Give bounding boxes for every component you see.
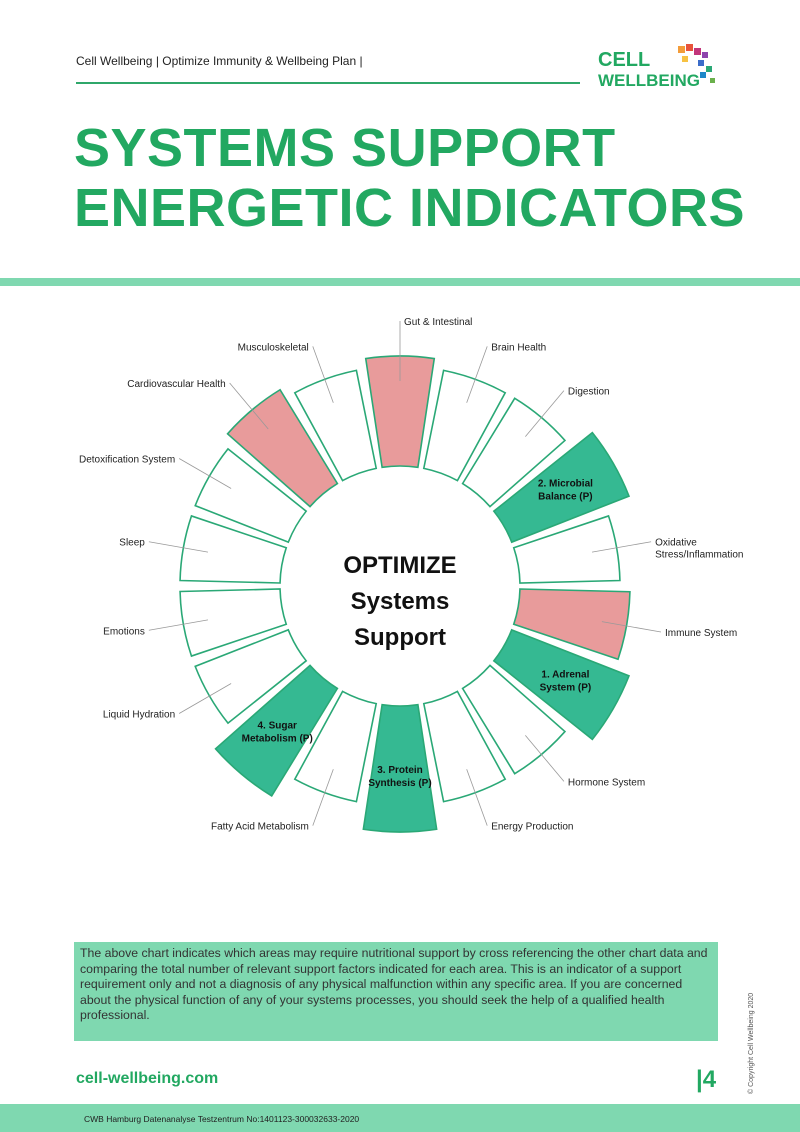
segment-label: Fatty Acid Metabolism (211, 822, 309, 833)
chart-segment (214, 664, 339, 798)
segment-label: Brain Health (491, 342, 546, 353)
segment-label: 1. Adrenal System (P) (540, 670, 592, 694)
segment-label: Sleep (119, 538, 145, 549)
chart-segment (461, 397, 567, 508)
center-line2: Systems (350, 588, 450, 615)
leader-line (591, 541, 652, 553)
chart-segment (226, 388, 339, 508)
segment-label: Emotions (103, 626, 145, 637)
center-line1: OPTIMIZE (343, 552, 457, 579)
logo-line2: WELLBEING (598, 71, 700, 90)
logo-mark-icon (678, 44, 715, 83)
chart-segment (461, 664, 567, 775)
chart-segment (364, 355, 436, 469)
section-band (0, 278, 800, 286)
segment-label: Musculoskeletal (238, 342, 309, 353)
header-divider (76, 82, 580, 84)
segment-label: Energy Production (491, 822, 573, 833)
chart-segment (422, 369, 507, 482)
chart-segment (293, 369, 378, 482)
chart-segment (179, 588, 288, 658)
leader-line (601, 621, 662, 633)
segment-label: Gut & Intestinal (404, 317, 472, 328)
chart-segment (492, 431, 631, 544)
info-box: The above chart indicates which areas ma… (74, 942, 718, 1041)
center-line3: Support (354, 624, 446, 651)
leader-line (525, 735, 565, 782)
segment-label: Immune System (665, 628, 737, 639)
chart-segment (422, 690, 507, 803)
leader-line (312, 346, 334, 403)
leader-line (466, 346, 488, 403)
leader-line (229, 382, 269, 430)
segment-label: Cardiovascular Health (127, 379, 225, 390)
chart-segment (293, 690, 378, 803)
chart-segment (512, 514, 621, 584)
leader-line (178, 683, 232, 714)
segment-label: 4. Sugar Metabolism (P) (242, 720, 313, 744)
radial-chart: Gut & Intestinal Brain Health Digestion 2. … (0, 290, 800, 910)
chart-segment (194, 447, 308, 544)
segment-label: 3. Protein Synthesis (P) (368, 765, 431, 789)
leader-line (148, 619, 209, 631)
leader-line (148, 541, 209, 553)
chart-segment (492, 628, 631, 741)
footer-text: CWB Hamburg Datenanalyse Testzentrum No:… (84, 1114, 360, 1124)
title-line2: ENERGETIC INDICATORS (74, 178, 746, 238)
segment-label: Oxidative Stress/Inflammation (655, 538, 743, 561)
chart-segment (194, 628, 308, 725)
chart-segment (179, 514, 288, 584)
leader-line (312, 769, 334, 826)
copyright-text: © Copyright Cell Wellbeing 2020 (748, 992, 755, 1094)
leader-line (178, 458, 232, 489)
chart-segment (512, 588, 631, 661)
brand-logo: CELL WELLBEING (598, 44, 715, 90)
footer-band: CWB Hamburg Datenanalyse Testzentrum No:… (0, 1104, 800, 1132)
segment-label: Hormone System (568, 777, 645, 788)
segment-label: Detoxification System (79, 455, 175, 466)
page-number: |4 (696, 1066, 717, 1093)
page-title: SYSTEMS SUPPORT ENERGETIC INDICATORS (74, 118, 745, 238)
title-line1: SYSTEMS SUPPORT (74, 118, 616, 178)
header-text: Cell Wellbeing | Optimize Immunity & Wel… (76, 54, 363, 68)
website-link[interactable]: cell-wellbeing.com (76, 1070, 219, 1087)
segment-label: Liquid Hydration (103, 710, 175, 721)
leader-line (466, 769, 488, 826)
chart-segment (362, 703, 438, 833)
chart-center-text: OPTIMIZE Systems Support (300, 548, 500, 656)
segment-label: 2. Microbial Balance (P) (538, 479, 593, 503)
leader-line (525, 390, 565, 437)
logo-line1: CELL (598, 49, 650, 71)
radial-chart-svg: Gut & Intestinal Brain Health Digestion 2. … (79, 317, 744, 833)
segment-label: Digestion (568, 387, 610, 398)
